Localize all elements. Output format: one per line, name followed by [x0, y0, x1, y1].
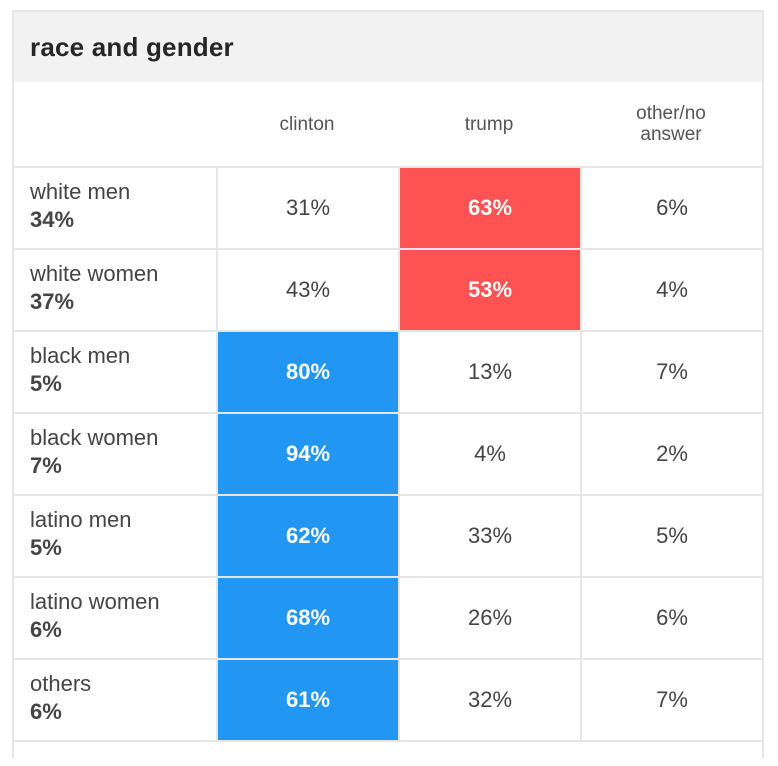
cell-trump: 53%: [398, 250, 580, 330]
row-group-share: 7%: [30, 453, 62, 478]
cell-other: 7%: [580, 660, 762, 740]
cell-trump: 33%: [398, 496, 580, 576]
cell-trump: 26%: [398, 578, 580, 658]
cell-other: 6%: [580, 168, 762, 248]
cell-other: 2%: [580, 414, 762, 494]
row-label: black men 5%: [30, 342, 210, 398]
table-footer-spacer: [14, 742, 762, 766]
table-row: white men 34% 31% 63% 6%: [14, 168, 762, 250]
table-row: latino women 6% 68% 26% 6%: [14, 578, 762, 660]
row-group-name: white men: [30, 179, 131, 204]
cell-other: 4%: [580, 250, 762, 330]
row-group-share: 6%: [30, 699, 62, 724]
results-card: race and gender clinton trump other/no a…: [12, 10, 764, 758]
row-group-name: black men: [30, 343, 131, 368]
cell-clinton: 94%: [216, 414, 398, 494]
cell-trump: 4%: [398, 414, 580, 494]
cell-other: 6%: [580, 578, 762, 658]
cell-trump: 63%: [398, 168, 580, 248]
column-header-other: other/no answer: [636, 103, 706, 145]
chart-title: race and gender: [30, 32, 234, 62]
cell-clinton: 68%: [216, 578, 398, 658]
cell-clinton: 80%: [216, 332, 398, 412]
row-label: white women 37%: [30, 260, 210, 316]
column-header-clinton: clinton: [279, 113, 335, 135]
row-group-share: 34%: [30, 207, 75, 232]
row-group-share: 5%: [30, 535, 62, 560]
row-label: others 6%: [30, 670, 210, 726]
cell-clinton: 31%: [216, 168, 398, 248]
results-table: clinton trump other/no answer white men 3…: [14, 82, 762, 766]
row-label: latino men 5%: [30, 506, 210, 562]
table-row: others 6% 61% 32% 7%: [14, 660, 762, 742]
cell-other: 5%: [580, 496, 762, 576]
table-row: white women 37% 43% 53% 4%: [14, 250, 762, 332]
table-row: latino men 5% 62% 33% 5%: [14, 496, 762, 578]
column-header-row: clinton trump other/no answer: [14, 82, 762, 168]
row-group-share: 37%: [30, 289, 75, 314]
row-label: latino women 6%: [30, 588, 210, 644]
row-label: white men 34%: [30, 178, 210, 234]
row-group-name: latino men: [30, 507, 132, 532]
table-body: white men 34% 31% 63% 6% white women 37% 43% 53%…: [14, 168, 762, 742]
row-group-share: 6%: [30, 617, 62, 642]
cell-trump: 32%: [398, 660, 580, 740]
table-row: black women 7% 94% 4% 2%: [14, 414, 762, 496]
row-label: black women 7%: [30, 424, 210, 480]
row-group-share: 5%: [30, 371, 62, 396]
cell-clinton: 62%: [216, 496, 398, 576]
row-group-name: others: [30, 671, 92, 696]
cell-clinton: 61%: [216, 660, 398, 740]
row-group-name: white women: [30, 261, 159, 286]
row-group-name: latino women: [30, 589, 160, 614]
cell-other: 7%: [580, 332, 762, 412]
row-group-name: black women: [30, 425, 159, 450]
card-header: race and gender: [14, 12, 762, 82]
cell-trump: 13%: [398, 332, 580, 412]
column-header-trump: trump: [464, 113, 514, 135]
cell-clinton: 43%: [216, 250, 398, 330]
table-row: black men 5% 80% 13% 7%: [14, 332, 762, 414]
